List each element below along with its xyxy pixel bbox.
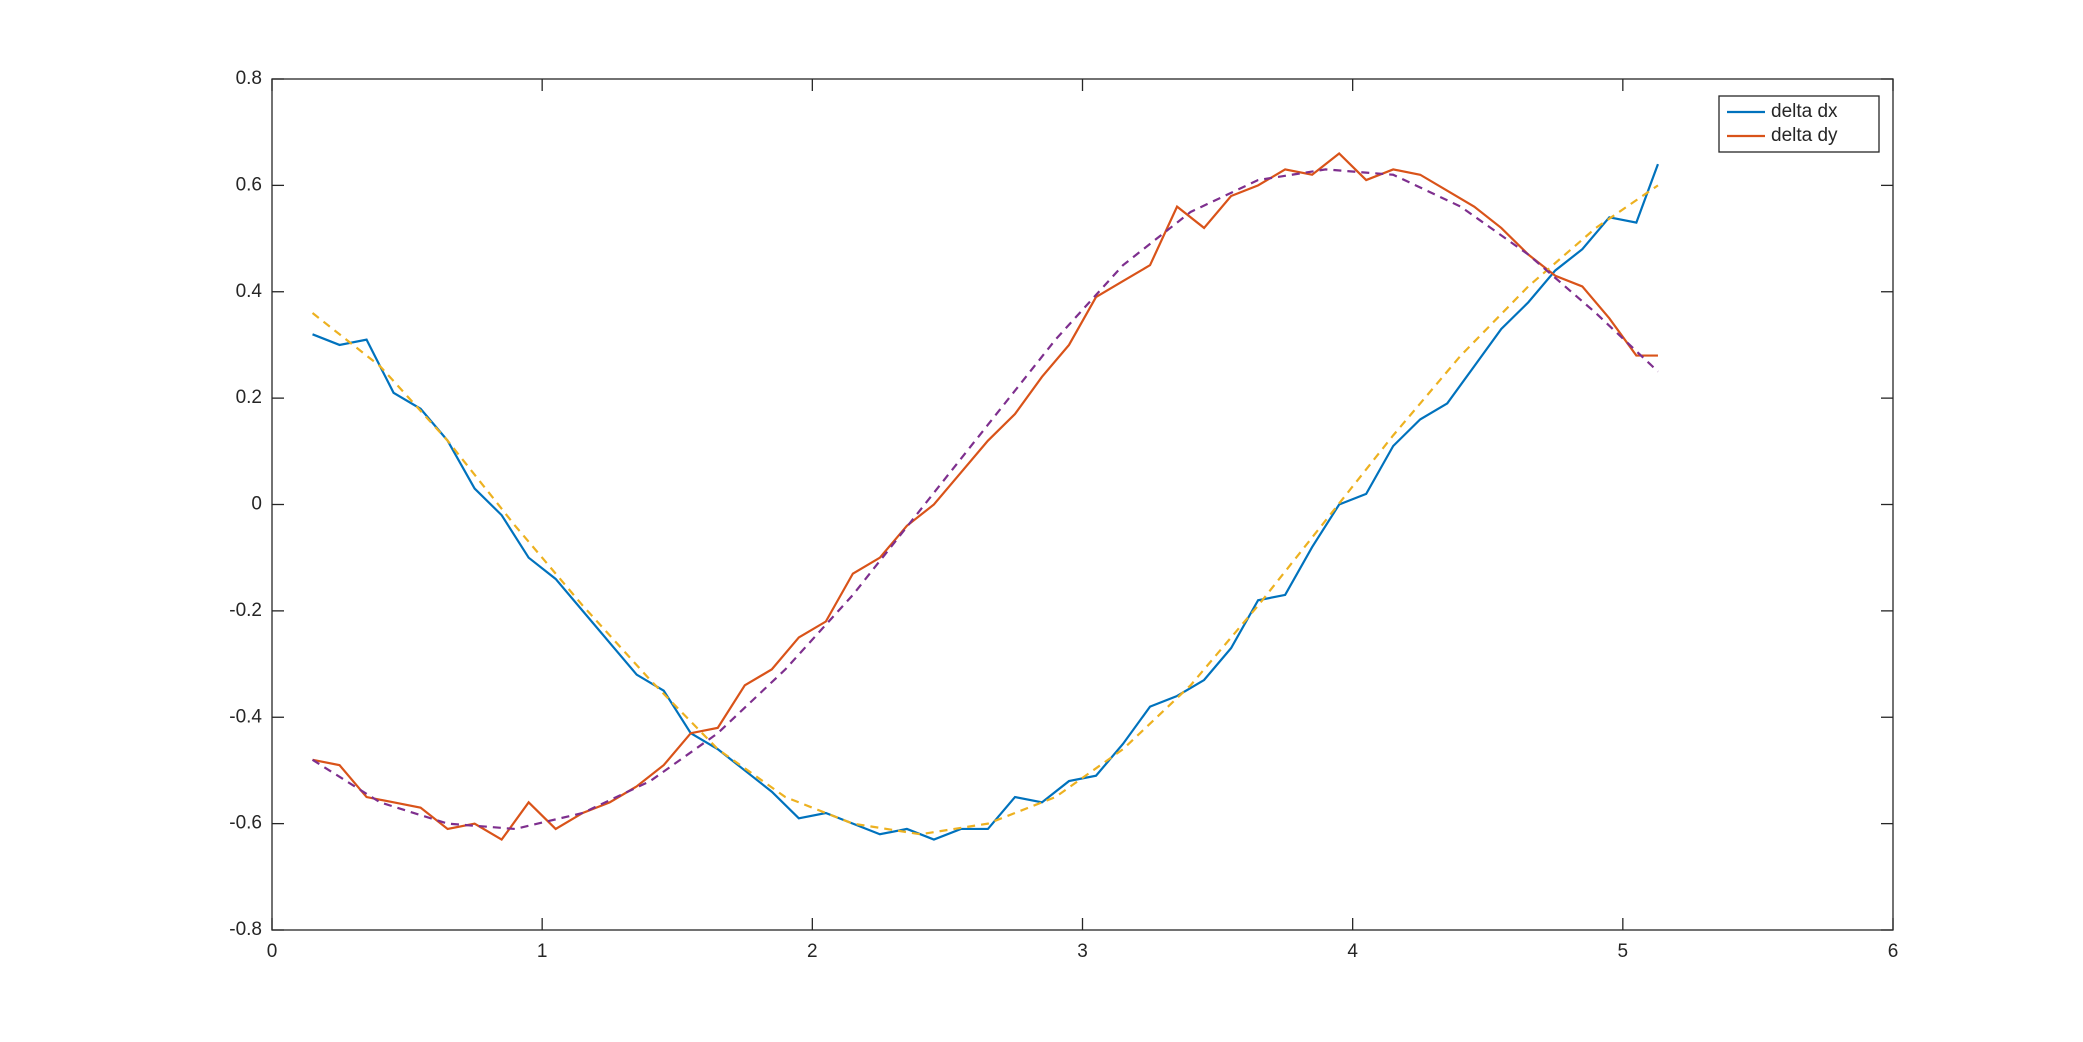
axes-box <box>271 78 1894 931</box>
legend-label: delta dx <box>1771 101 1838 122</box>
series-line <box>312 163 1659 841</box>
series-line <box>312 151 1658 842</box>
series-line <box>311 184 1659 836</box>
y-tick-label: 0 <box>251 494 262 515</box>
y-tick-label: -0.8 <box>229 919 262 940</box>
y-tick-label: 0.6 <box>236 174 262 195</box>
x-tick-label: 5 <box>1618 941 1629 962</box>
y-tick-label: 0.4 <box>236 281 263 302</box>
y-tick-label: 0.2 <box>236 387 262 408</box>
y-tick-label: -0.6 <box>229 813 262 834</box>
y-tick-label: -0.4 <box>229 706 262 727</box>
x-tick-label: 6 <box>1888 941 1899 962</box>
series-line <box>311 168 1659 831</box>
y-tick-label: -0.2 <box>229 600 262 621</box>
x-tick-label: 0 <box>267 941 278 962</box>
x-tick-label: 1 <box>537 941 548 962</box>
x-tick-label: 4 <box>1347 941 1358 962</box>
legend-box <box>1718 95 1880 153</box>
plot-area <box>272 79 1893 930</box>
legend-label: delta dy <box>1771 125 1838 146</box>
y-tick-label: 0.8 <box>236 68 262 89</box>
x-tick-label: 3 <box>1077 941 1088 962</box>
x-tick-label: 2 <box>807 941 818 962</box>
